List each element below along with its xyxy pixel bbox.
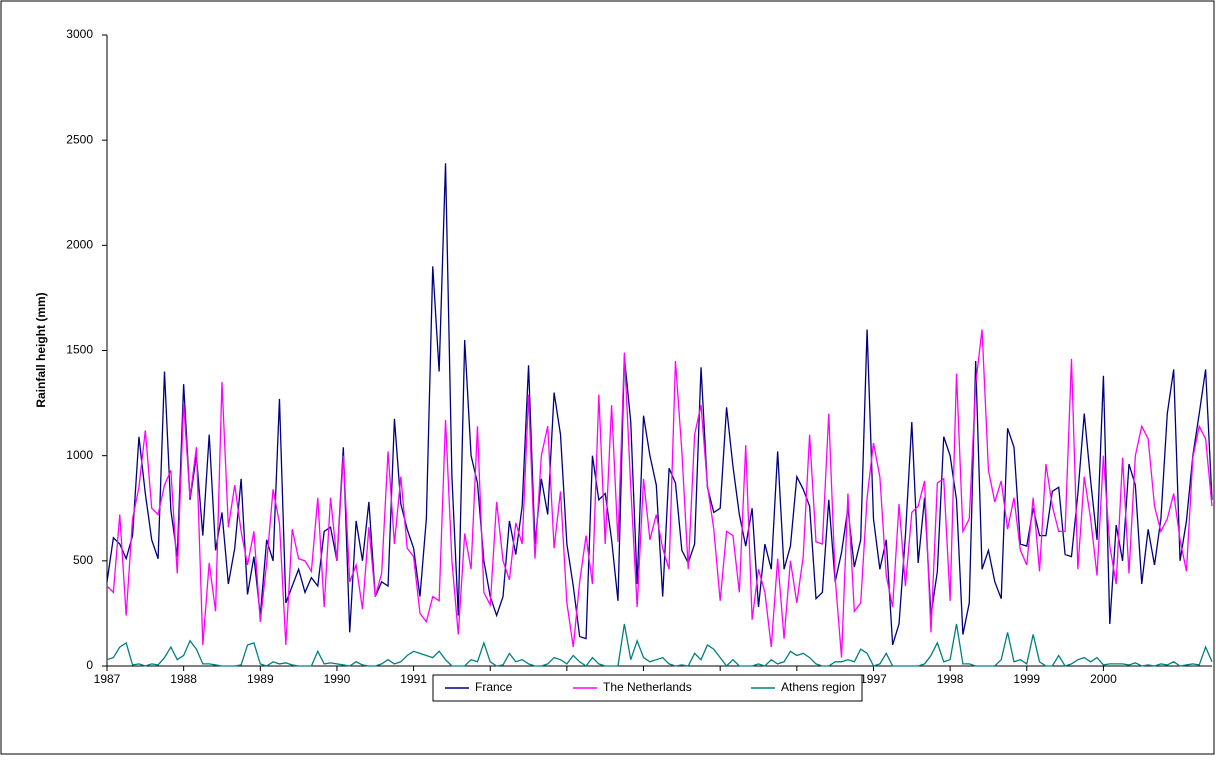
x-tick-label: 1991 [400,672,427,686]
legend-label: France [475,680,513,694]
legend-box [432,674,863,702]
x-tick-label: 2000 [1090,672,1117,686]
y-tick-label: 0 [86,658,93,672]
y-tick-label: 2000 [66,238,93,252]
x-tick-label: 1999 [1013,672,1040,686]
y-tick-label: 3000 [66,27,93,41]
y-tick-label: 2500 [66,132,93,146]
x-tick-label: 1997 [860,672,887,686]
x-tick-label: 1988 [170,672,197,686]
y-tick-label: 1000 [66,448,93,462]
series-line [106,623,1213,667]
x-tick-label: 1989 [247,672,274,686]
y-tick-label: 500 [73,553,93,567]
y-tick-label: 1500 [66,343,93,357]
legend-label: The Netherlands [603,680,692,694]
x-tick-label: 1987 [94,672,121,686]
y-axis-title: Rainfall height (mm) [34,292,48,407]
series-line [106,163,1213,646]
legend-label: Athens region [781,680,855,694]
x-tick-label: 1998 [937,672,964,686]
series-line [106,329,1213,658]
x-tick-label: 1990 [324,672,351,686]
